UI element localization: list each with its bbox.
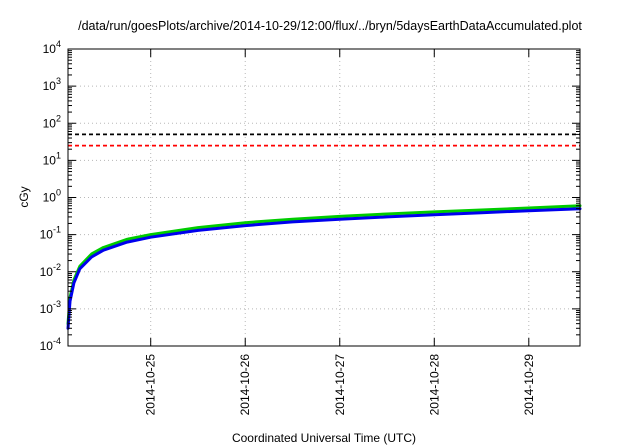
y-tick-label: 103 [43,76,61,93]
y-tick-label: 102 [43,113,61,130]
y-tick-label: 100 [43,188,61,205]
x-tick-label: 2014-10-25 [144,354,158,416]
series-line-3 [66,204,582,326]
y-tick-label: 10-1 [40,225,61,242]
x-tick-label: 2014-10-28 [427,354,441,416]
series-line-4 [66,207,582,330]
y-tick-label: 104 [43,39,61,56]
y-tick-label: 10-4 [40,336,61,353]
y-axis-ticks: 10-4 10-3 10-2 10-1 100 101 102 103 104 [40,39,580,353]
x-tick-label: 2014-10-29 [522,354,536,416]
y-tick-label: 10-3 [40,299,61,316]
y-tick-label: 101 [43,150,61,167]
x-tick-label: 2014-10-27 [333,354,347,416]
x-axis-ticks: 2014-10-25 2014-10-26 2014-10-27 2014-10-28… [144,49,536,415]
y-axis-label: cGy [17,186,31,207]
x-axis-label: Coordinated Universal Time (UTC) [232,431,416,445]
chart-title: /data/run/goesPlots/archive/2014-10-29/1… [78,19,582,33]
y-tick-label: 10-2 [40,262,61,279]
series-group [66,133,582,330]
x-tick-label: 2014-10-26 [238,354,252,416]
grid [68,49,580,346]
